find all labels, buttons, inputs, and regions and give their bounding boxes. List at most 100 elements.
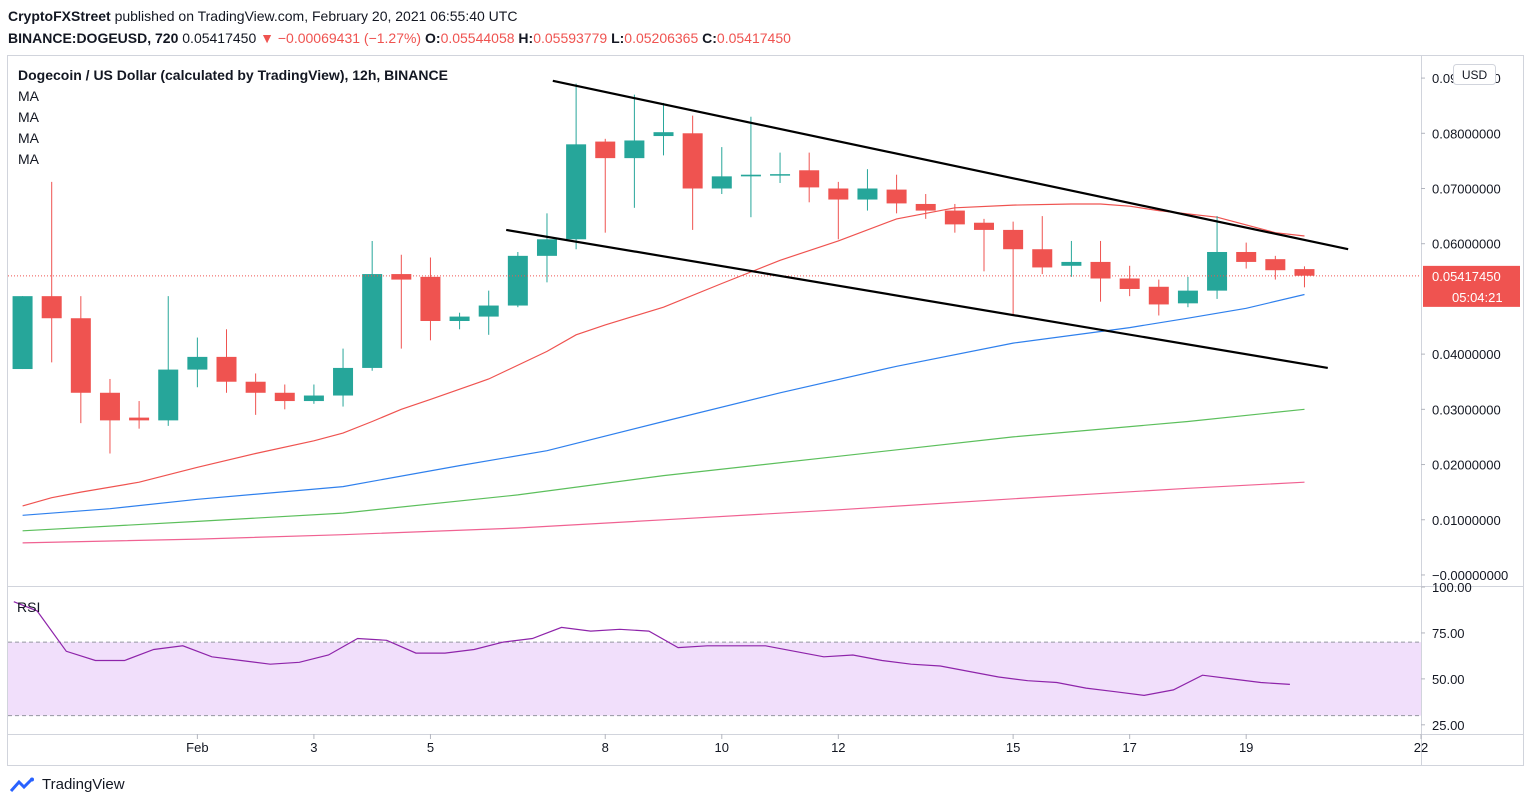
candle-body-up: [711, 176, 732, 189]
legend-ma-1[interactable]: MA: [18, 88, 40, 104]
open-label: O:: [425, 30, 441, 46]
high-label: H:: [518, 30, 534, 46]
ma-line-1: [22, 203, 1305, 507]
open-value: 0.05544058: [440, 30, 515, 46]
legend-ma-4[interactable]: MA: [18, 151, 40, 167]
candle-body-up: [1061, 261, 1082, 266]
symbol-line: BINANCE:DOGEUSD, 720 0.05417450 ▼ −0.000…: [8, 30, 791, 46]
candle-body-down: [216, 356, 237, 382]
ma-line-3: [22, 408, 1305, 532]
candle-body-down: [129, 417, 150, 421]
currency-button[interactable]: [1453, 64, 1496, 85]
footer-brand: TradingView: [42, 776, 125, 793]
price-tick-label: 0.01000000: [1432, 513, 1501, 528]
time-tick-label: 22: [1414, 740, 1428, 755]
candle-body-down: [828, 188, 849, 200]
candle-body-up: [1207, 251, 1228, 291]
price-tick-label: −0.00000000: [1432, 568, 1508, 583]
rsi-tick-label: 100.00: [1432, 580, 1472, 595]
rsi-tick-label: 50.00: [1432, 672, 1465, 687]
time-tick-label: 10: [715, 740, 729, 755]
author-name[interactable]: CryptoFXStreet: [8, 8, 111, 24]
candle-body-up: [1177, 290, 1198, 304]
legend-ma-3[interactable]: MA: [18, 130, 40, 146]
price-change: ▼ −0.00069431 (−1.27%): [260, 30, 422, 46]
candle-body-up: [303, 395, 324, 402]
time-tick-label: 15: [1006, 740, 1020, 755]
candle-body-up: [449, 316, 470, 321]
candle-body-down: [799, 170, 820, 188]
candle-body-down: [915, 203, 936, 211]
candle-body-down: [595, 141, 616, 159]
time-tick-label: 17: [1122, 740, 1136, 755]
lower-trendline: [506, 228, 1328, 370]
price-tick-label: 0.08000000: [1432, 126, 1501, 141]
time-tick-label: 12: [831, 740, 845, 755]
rsi-tick-label: 75.00: [1432, 626, 1465, 641]
candle-body-up: [770, 174, 791, 176]
chart-frame: [7, 55, 1524, 766]
rsi-tick-label: 25.00: [1432, 718, 1465, 733]
chart-title: Dogecoin / US Dollar (calculated by Trad…: [18, 67, 448, 83]
ma-line-4: [22, 481, 1305, 544]
last-price-badge-value: 0.05417450: [1432, 269, 1501, 284]
close-value: 0.05417450: [716, 30, 791, 46]
candle-body-down: [420, 276, 441, 321]
candle-body-down: [1265, 259, 1286, 271]
rsi-label: RSI: [17, 599, 40, 615]
price-tick-label: 0.04000000: [1432, 347, 1501, 362]
candle-body-down: [274, 392, 295, 402]
high-value: 0.05593779: [533, 30, 608, 46]
candle-body-up: [362, 274, 383, 368]
candle-body-up: [478, 305, 499, 317]
candle-body-down: [99, 392, 120, 421]
candle-body-up: [566, 144, 587, 240]
ma-line-2: [22, 293, 1305, 516]
candle-body-down: [391, 274, 412, 280]
candle-body-up: [12, 296, 33, 370]
time-tick-label: Feb: [186, 740, 208, 755]
candle-body-up: [624, 140, 645, 159]
countdown-value: 05:04:21: [1452, 290, 1503, 305]
candle-body-down: [70, 318, 91, 393]
candle-body-down: [245, 381, 266, 393]
candle-body-down: [1148, 286, 1169, 305]
last-price: 0.05417450: [182, 30, 257, 46]
candle-body-up: [536, 239, 557, 256]
footer-logo[interactable]: TradingView: [10, 776, 125, 793]
price-tick-label: 0.06000000: [1432, 237, 1501, 252]
last-price-badge: [1423, 265, 1520, 307]
candle-body-up: [857, 188, 878, 200]
price-tick-label: 0.03000000: [1432, 402, 1501, 417]
candle-body-down: [944, 210, 965, 225]
candle-body-down: [1294, 269, 1315, 276]
candle-body-up: [158, 369, 179, 421]
candle-body-down: [886, 189, 907, 204]
candle-body-down: [1119, 278, 1140, 289]
rsi-band: [8, 642, 1421, 716]
time-tick-label: 8: [602, 740, 609, 755]
candle-body-down: [1003, 229, 1024, 250]
price-tick-label: 0.02000000: [1432, 458, 1501, 473]
publish-line: CryptoFXStreet published on TradingView.…: [8, 8, 517, 24]
price-tick-label: 0.07000000: [1432, 182, 1501, 197]
upper-trendline: [552, 79, 1349, 251]
candle-body-down: [1090, 261, 1111, 279]
candle-body-up: [187, 356, 208, 370]
low-label: L:: [611, 30, 625, 46]
candle-body-down: [41, 296, 62, 319]
candle-body-up: [740, 174, 761, 177]
legend-ma-2[interactable]: MA: [18, 109, 40, 125]
published-text: published on TradingView.com, February 2…: [114, 8, 518, 24]
tradingview-logo-icon: [10, 777, 34, 792]
candle-body-up: [653, 132, 674, 137]
candle-body-down: [1032, 249, 1053, 268]
low-value: 0.05206365: [624, 30, 699, 46]
candle-body-down: [1236, 251, 1257, 262]
close-label: C:: [702, 30, 717, 46]
time-tick-label: 3: [310, 740, 317, 755]
symbol-label: BINANCE:DOGEUSD, 720: [8, 30, 179, 46]
candle-body-down: [682, 133, 703, 189]
candle-body-up: [507, 255, 528, 306]
